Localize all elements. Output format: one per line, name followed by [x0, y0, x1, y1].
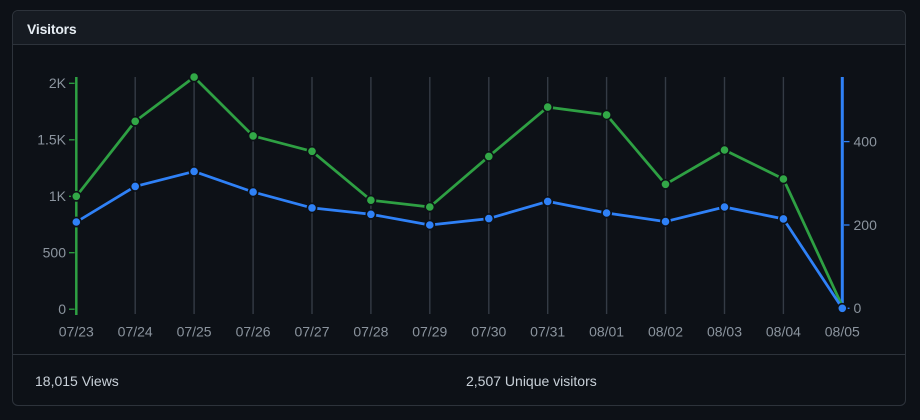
svg-text:08/05: 08/05 [825, 324, 860, 340]
svg-text:07/27: 07/27 [294, 324, 329, 340]
svg-text:07/31: 07/31 [530, 324, 565, 340]
svg-text:07/29: 07/29 [412, 324, 447, 340]
svg-text:08/02: 08/02 [648, 324, 683, 340]
svg-text:1K: 1K [49, 188, 67, 204]
svg-text:07/24: 07/24 [118, 324, 153, 340]
svg-text:07/25: 07/25 [177, 324, 212, 340]
svg-text:08/01: 08/01 [589, 324, 624, 340]
svg-text:0: 0 [854, 300, 862, 316]
svg-text:08/04: 08/04 [766, 324, 801, 340]
svg-text:1.5K: 1.5K [37, 132, 66, 148]
svg-text:07/28: 07/28 [353, 324, 388, 340]
svg-text:07/26: 07/26 [236, 324, 271, 340]
svg-text:07/23: 07/23 [59, 324, 94, 340]
svg-text:400: 400 [854, 134, 878, 150]
svg-text:08/03: 08/03 [707, 324, 742, 340]
svg-text:200: 200 [854, 217, 878, 233]
svg-text:07/30: 07/30 [471, 324, 506, 340]
svg-text:2K: 2K [49, 75, 67, 91]
svg-text:0: 0 [58, 301, 66, 317]
svg-text:500: 500 [43, 245, 67, 261]
